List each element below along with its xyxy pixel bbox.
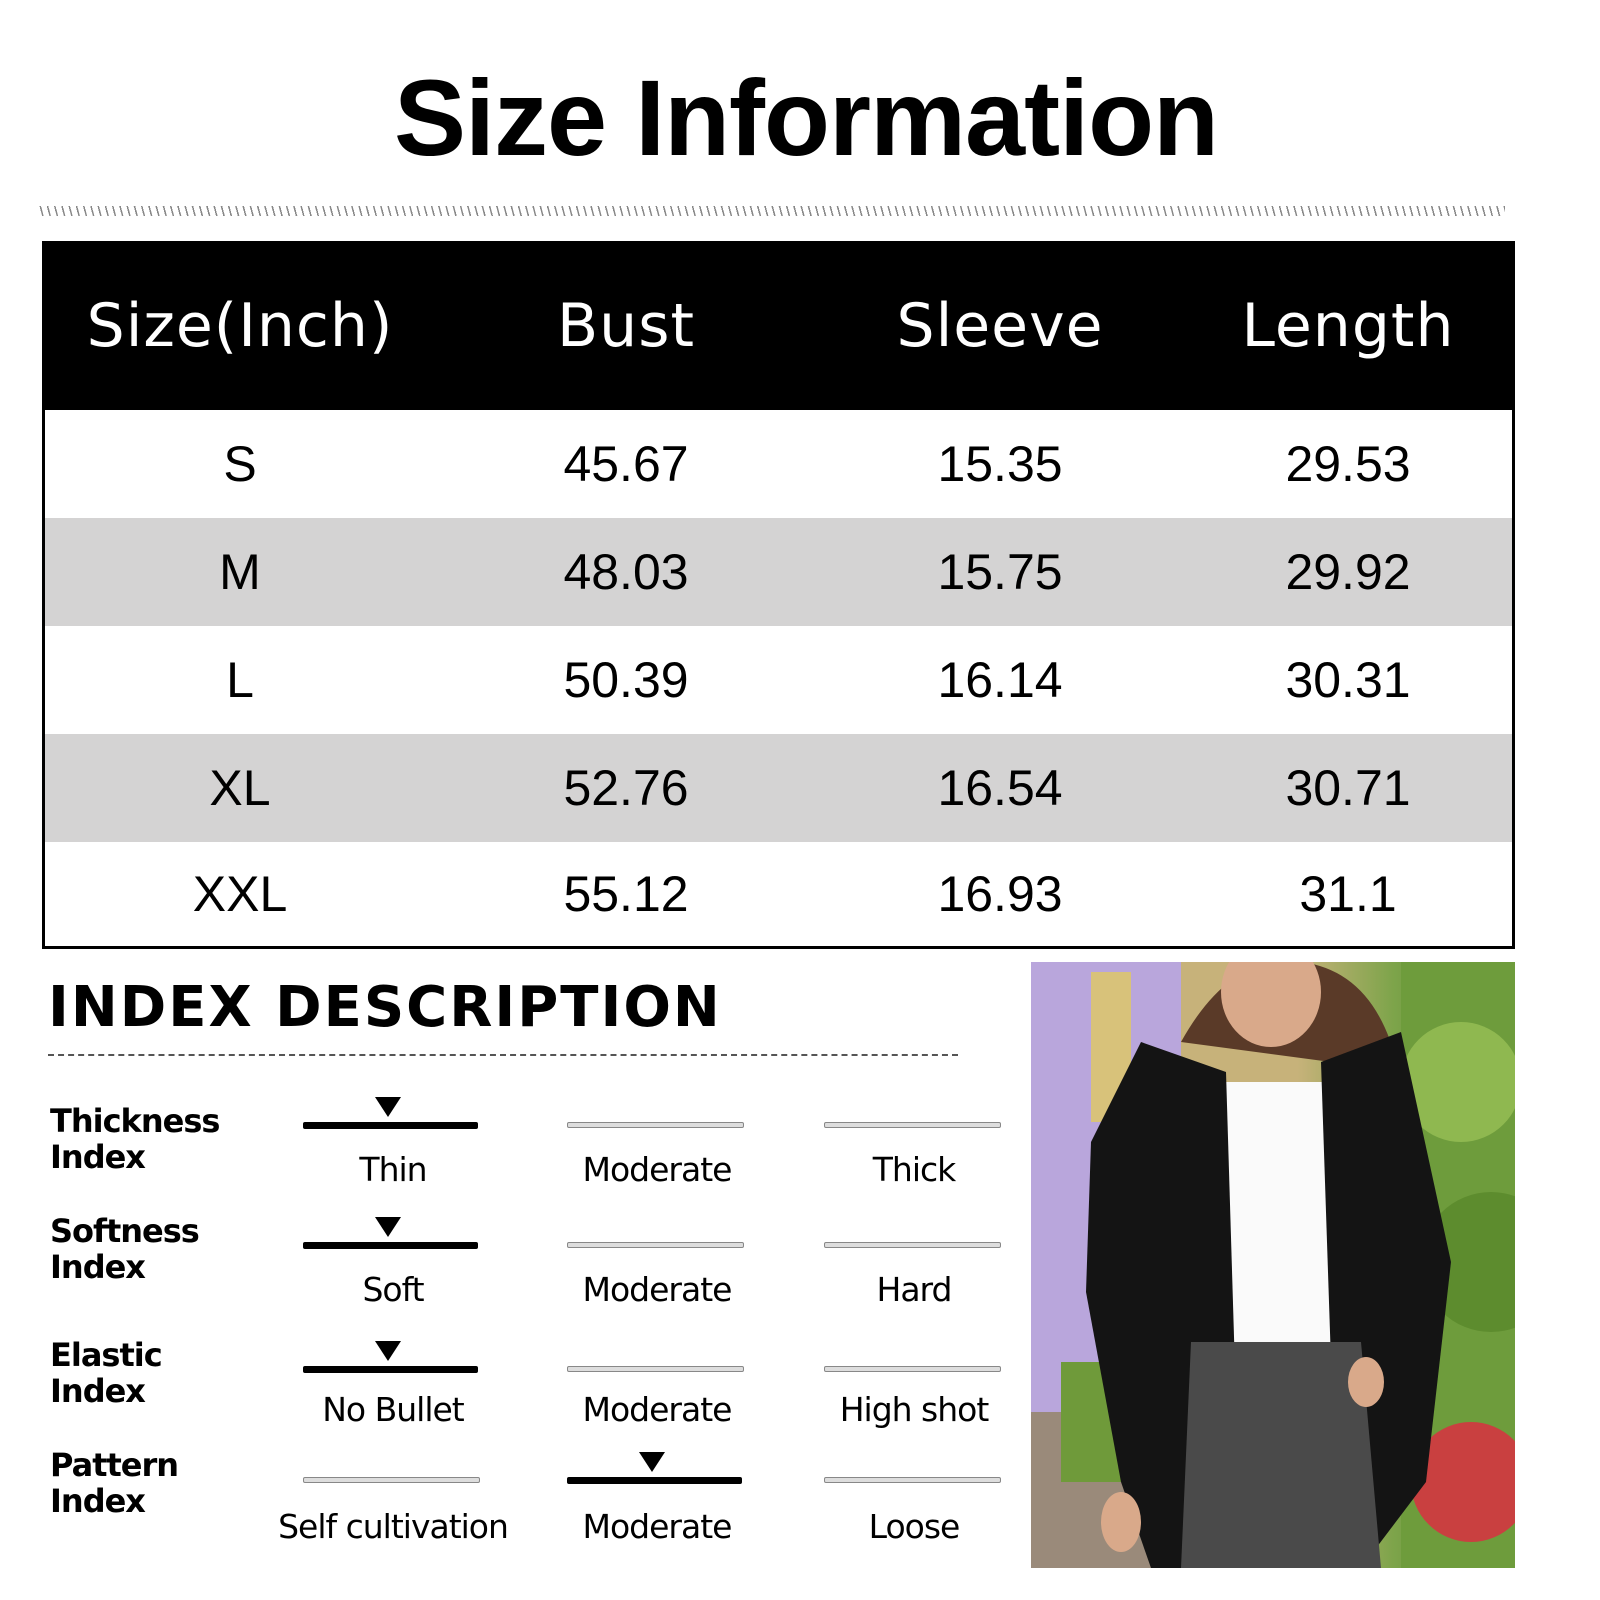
index-option: No Bullet xyxy=(322,1390,464,1429)
selected-marker-icon xyxy=(639,1452,665,1472)
index-option: Hard xyxy=(876,1270,953,1309)
index-label-line2: Index xyxy=(50,1372,146,1410)
index-option: Self cultivation xyxy=(278,1507,509,1546)
cell-size: XXL xyxy=(192,866,288,922)
size-table: Size(Inch) Bust Sleeve Length S 45.67 15.3… xyxy=(42,241,1515,949)
header-bust: Bust xyxy=(557,290,695,361)
header-size: Size(Inch) xyxy=(86,290,394,361)
scale-bar-selected xyxy=(303,1242,478,1249)
scale-bar xyxy=(824,1366,1001,1372)
model-image xyxy=(1031,962,1515,1568)
scale-bar-selected xyxy=(303,1122,478,1129)
table-row: L 50.39 16.14 30.31 xyxy=(45,626,1512,734)
index-label-line2: Index xyxy=(50,1138,146,1176)
index-option: Thin xyxy=(359,1150,427,1189)
index-label-line1: Pattern xyxy=(50,1446,179,1484)
header-sleeve: Sleeve xyxy=(896,290,1104,361)
header-length: Length xyxy=(1241,290,1455,361)
index-label-line1: Softness xyxy=(50,1212,200,1250)
selected-marker-icon xyxy=(375,1097,401,1117)
index-option: Moderate xyxy=(582,1390,733,1429)
dashed-divider xyxy=(48,1054,958,1056)
index-title: INDEX DESCRIPTION xyxy=(48,975,722,1040)
scale-bar-selected xyxy=(567,1477,742,1484)
index-option: Soft xyxy=(362,1270,424,1309)
cell-sleeve: 16.93 xyxy=(937,866,1063,922)
cell-size: L xyxy=(226,652,254,708)
product-photo xyxy=(1031,962,1515,1568)
cell-sleeve: 15.75 xyxy=(937,544,1063,600)
index-label-line2: Index xyxy=(50,1482,146,1520)
cell-length: 29.92 xyxy=(1285,544,1411,600)
index-label-line1: Thickness xyxy=(50,1102,220,1140)
scale-bar xyxy=(303,1477,480,1483)
selected-marker-icon xyxy=(375,1341,401,1361)
index-label: Pattern Index xyxy=(50,1446,179,1520)
cell-sleeve: 16.14 xyxy=(937,652,1063,708)
index-label-line1: Elastic xyxy=(50,1336,163,1374)
cell-length: 31.1 xyxy=(1299,866,1397,922)
cell-sleeve: 16.54 xyxy=(937,760,1063,816)
scale-bar xyxy=(567,1242,744,1248)
divider xyxy=(38,206,1505,216)
table-row: XXL 55.12 16.93 31.1 xyxy=(45,842,1512,946)
index-label: Softness Index xyxy=(50,1212,200,1286)
index-option: Moderate xyxy=(582,1270,733,1309)
table-row: M 48.03 15.75 29.92 xyxy=(45,518,1512,626)
index-option: Moderate xyxy=(582,1150,733,1189)
cell-size: S xyxy=(223,436,257,492)
cell-bust: 50.39 xyxy=(563,652,689,708)
cell-bust: 48.03 xyxy=(563,544,689,600)
index-label-line2: Index xyxy=(50,1248,146,1286)
scale-bar xyxy=(567,1366,744,1372)
index-option: Thick xyxy=(872,1150,956,1189)
index-label: Elastic Index xyxy=(50,1336,163,1410)
scale-bar xyxy=(567,1122,744,1128)
cell-size: M xyxy=(219,544,261,600)
selected-marker-icon xyxy=(375,1217,401,1237)
index-option: Moderate xyxy=(582,1507,733,1546)
index-option: Loose xyxy=(868,1507,961,1546)
cell-bust: 52.76 xyxy=(563,760,689,816)
table-row: S 45.67 15.35 29.53 xyxy=(45,410,1512,518)
index-label: Thickness Index xyxy=(50,1102,220,1176)
index-option: High shot xyxy=(839,1390,990,1429)
cell-size: XL xyxy=(209,760,271,816)
cell-length: 30.31 xyxy=(1285,652,1411,708)
table-row: XL 52.76 16.54 30.71 xyxy=(45,734,1512,842)
cell-bust: 45.67 xyxy=(563,436,689,492)
cell-bust: 55.12 xyxy=(563,866,689,922)
cell-length: 29.53 xyxy=(1285,436,1411,492)
cell-length: 30.71 xyxy=(1285,760,1411,816)
scale-bar-selected xyxy=(303,1366,478,1373)
scale-bar xyxy=(824,1477,1001,1483)
scale-bar xyxy=(824,1122,1001,1128)
scale-bar xyxy=(824,1242,1001,1248)
page-title: Size Information xyxy=(393,57,1219,178)
cell-sleeve: 15.35 xyxy=(937,436,1063,492)
table-header: Size(Inch) Bust Sleeve Length xyxy=(45,241,1512,410)
